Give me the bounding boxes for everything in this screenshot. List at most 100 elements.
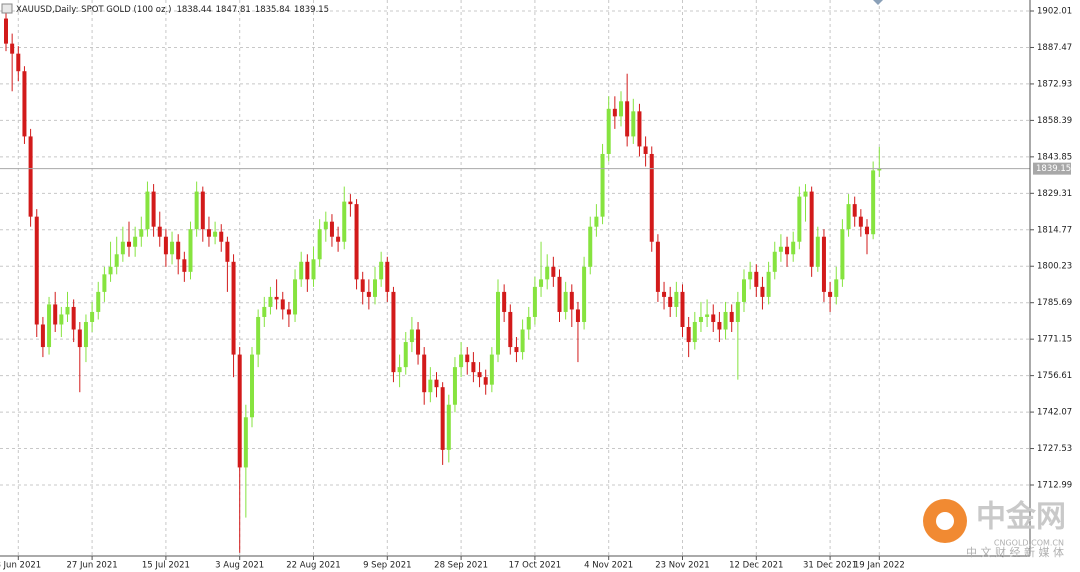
candle-body [34,216,39,325]
candle-body [545,266,550,280]
candle-body [256,316,261,355]
candle-body [440,387,445,450]
candle-body [539,279,544,287]
candle-body [711,314,716,322]
x-tick-label: 9 Sep 2021 [363,561,411,571]
chart-title: XAUUSD,Daily: SPOT GOLD (100 oz.) [16,5,171,15]
candle-body [508,311,513,348]
candle-body [53,304,58,325]
candle-body [840,229,845,280]
candle-body [373,279,377,297]
candle-body [403,342,408,368]
candle-body [127,241,131,247]
candle-body [551,266,556,277]
candle-body [858,216,863,227]
candle-body [748,271,753,280]
candle-body [791,241,796,255]
current-price-label: 1839.15 [1036,164,1071,174]
x-tick-label: 22 Aug 2021 [286,561,340,571]
watermark: 中金网 CNGOLD.COM.CN 中 文 财 经 新 媒 体 [923,499,1066,559]
current-price-box [1033,162,1071,175]
axis-labels: 1902.01 1887.47 1872.93 1858.39 1843.85 1829.… [0,7,1072,571]
candle-body [526,316,531,330]
x-tick-label: 19 Jan 2022 [854,561,905,571]
low-value: 1835.84 [255,5,290,15]
candle-body [397,367,402,373]
scroll-marker [873,0,883,5]
candle-body [311,259,316,280]
x-tick-label: 27 Jun 2021 [67,561,118,571]
y-tick-label: 1800.23 [1037,262,1072,272]
candle-body [865,226,869,235]
candle-body [477,372,482,378]
y-tick-label: 1712.99 [1037,481,1072,491]
candle-body [348,201,353,205]
close-value: 1839.15 [294,5,329,15]
candle-body [588,226,593,267]
candle-body [655,241,660,292]
candle-body [133,236,138,247]
watermark-logo-inner [936,512,954,530]
candle-body [717,321,722,330]
y-tick-label: 1742.07 [1037,408,1072,418]
candle-body [631,111,636,137]
candle-body [96,291,101,312]
candle-body [649,153,654,242]
candle-body [83,321,88,348]
candle-body [766,271,771,297]
candle-body [496,291,500,355]
y-tick-label: 1727.53 [1037,444,1072,454]
candle-body [821,236,826,292]
x-tick-label: 28 Sep 2021 [434,561,488,571]
candle-body [532,286,537,317]
candle-body [225,241,230,262]
candle-body [286,309,291,315]
x-tick-label: 23 Nov 2021 [655,561,709,571]
watermark-tagline: 中 文 财 经 新 媒 体 [966,545,1064,559]
candle-body [213,231,218,237]
candle-body [569,291,574,310]
candle-body [600,153,605,217]
candle-body [409,329,414,343]
y-tick-label: 1858.39 [1037,116,1072,126]
candle-body [250,354,254,418]
candle-body [243,417,248,468]
candle-body [299,261,304,280]
candle-body [139,229,144,237]
candle-body [268,296,273,307]
chart-icon [1,3,13,14]
candle-body [120,241,125,255]
y-tick-label: 1771.15 [1037,335,1072,345]
candle-body [594,216,599,227]
candle-body [877,168,882,171]
candle-body [446,404,451,450]
candle-body [452,367,457,405]
candle-body [674,291,679,307]
candle-body [846,204,851,230]
candle-body [145,191,150,230]
candle-body [237,354,242,468]
candle-body [698,316,703,322]
watermark-brand: 中金网 [976,500,1066,535]
candle-body [336,236,341,242]
candle-body [77,329,82,348]
y-tick-label: 1785.69 [1037,298,1072,308]
candle-body [65,306,70,315]
y-tick-label: 1887.47 [1037,43,1072,53]
candle-body [90,311,95,322]
candle-body [754,271,759,287]
y-tick-label: 1829.31 [1037,189,1072,199]
candle-body [274,296,279,300]
candle-body [692,321,697,343]
open-value: 1838.44 [176,5,211,15]
candle-body [262,306,267,317]
chart-header: XAUUSD,Daily: SPOT GOLD (100 oz.) 1838.44… [16,5,329,15]
candle-body [434,379,439,388]
candle-body [40,324,45,348]
y-tick-label: 1872.93 [1037,79,1072,89]
candle-body [815,236,820,267]
candle-body [182,259,187,272]
candle-body [520,329,525,353]
candle-body [305,261,310,280]
candle-body [10,43,15,54]
